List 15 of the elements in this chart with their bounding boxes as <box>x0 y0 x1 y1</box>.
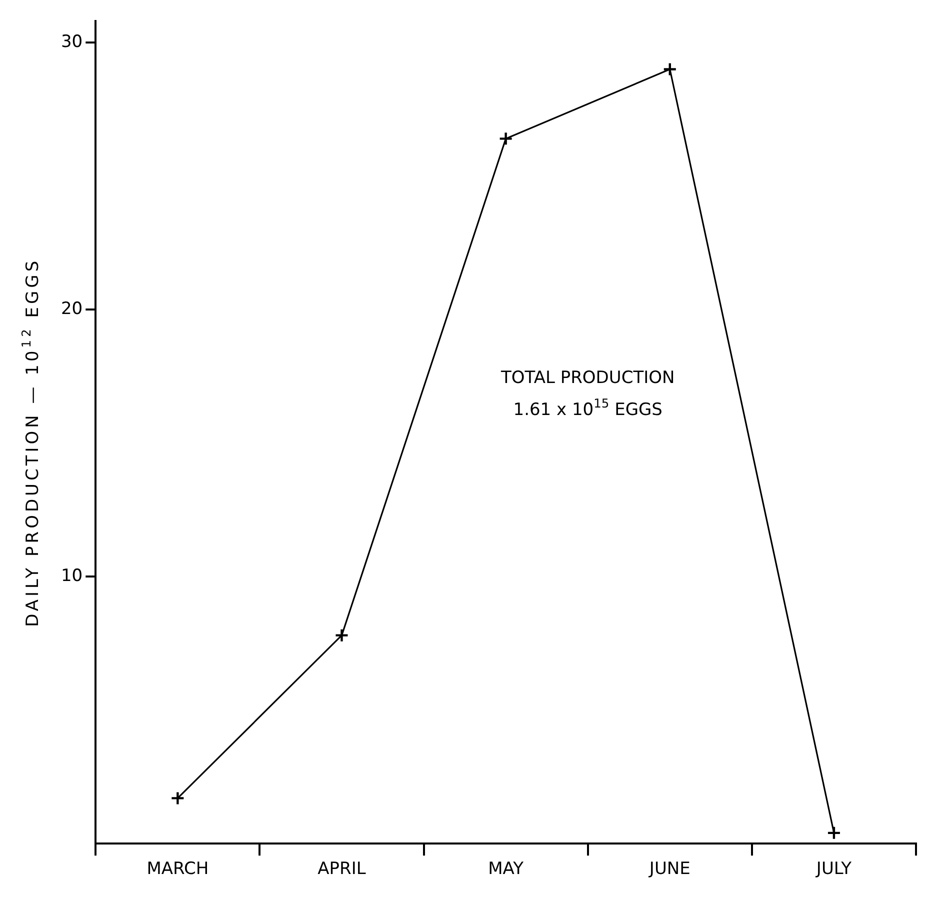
y-tick-label: 30 <box>60 32 83 52</box>
x-tick-label: JUNE <box>648 859 690 880</box>
x-tick-label: MARCH <box>146 859 209 880</box>
point <box>498 132 513 146</box>
point <box>334 628 349 642</box>
x-tick-label: MAY <box>488 859 524 880</box>
y-tick-label: 20 <box>60 298 83 319</box>
point <box>662 62 677 76</box>
point <box>826 826 842 840</box>
annotation: TOTAL PRODUCTION <box>500 368 675 388</box>
point <box>170 791 185 806</box>
y-axis-title: DAILY PRODUCTION — 1012 EGGS <box>19 258 43 627</box>
x-tick-label: APRIL <box>318 859 366 880</box>
y-tick-label: 10 <box>60 566 83 586</box>
x-tick-label: JULY <box>815 859 852 880</box>
